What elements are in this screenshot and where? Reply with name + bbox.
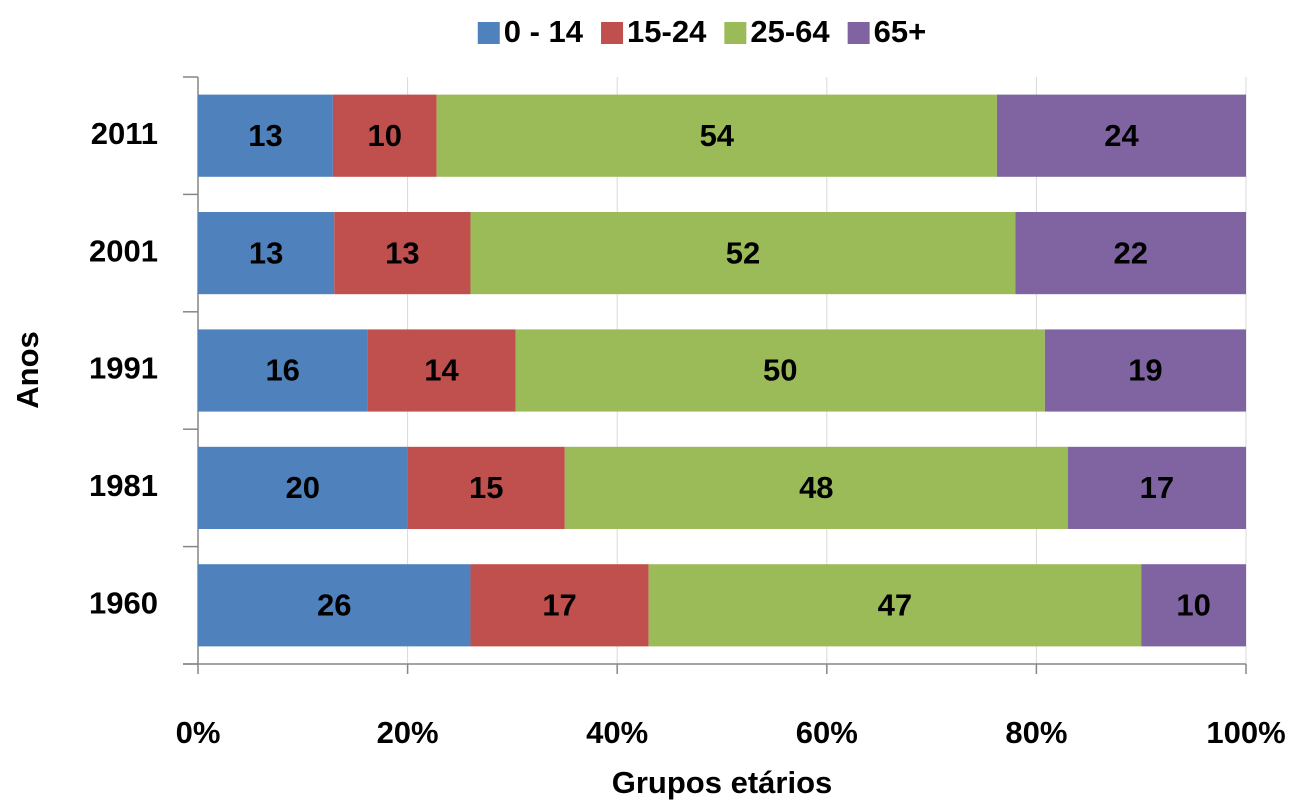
x-tick-label: 60%: [796, 715, 858, 750]
data-label: 54: [700, 118, 735, 153]
bar-segment: [198, 564, 471, 647]
bar-segment: [515, 329, 1045, 412]
bar-segment: [1015, 212, 1246, 295]
bar-segment: [367, 329, 516, 412]
bar-segment: [1044, 329, 1246, 412]
data-label: 10: [1176, 587, 1210, 622]
legend-label: 65+: [874, 14, 927, 49]
data-label: 13: [249, 235, 283, 270]
bar-segment: [198, 446, 408, 529]
bar-segment: [198, 212, 335, 295]
data-label: 17: [542, 587, 576, 622]
data-label: 50: [763, 353, 797, 388]
data-label: 20: [286, 470, 320, 505]
data-label: 15: [469, 470, 503, 505]
x-tick-label: 20%: [377, 715, 439, 750]
y-tick-label: 1981: [89, 468, 158, 503]
x-tick-label: 40%: [586, 715, 648, 750]
data-label: 48: [799, 470, 833, 505]
x-tick-label: 0%: [176, 715, 221, 750]
legend-label: 15-24: [627, 14, 707, 49]
legend-swatch: [477, 22, 500, 44]
bar-segment: [470, 212, 1016, 295]
data-label: 26: [317, 587, 351, 622]
bar-segment: [1067, 446, 1246, 529]
y-tick-label: 2001: [89, 233, 158, 268]
y-tick-label: 1991: [89, 351, 158, 386]
data-label: 13: [248, 118, 282, 153]
data-label: 52: [726, 235, 760, 270]
legend-label: 25-64: [750, 14, 830, 49]
data-label: 17: [1140, 470, 1174, 505]
data-label: 47: [878, 587, 912, 622]
data-label: 24: [1104, 118, 1139, 153]
bar-segment: [334, 212, 471, 295]
data-label: 19: [1128, 353, 1162, 388]
legend-swatch: [724, 22, 747, 44]
bar-segment: [407, 446, 565, 529]
y-tick-label: 1960: [89, 585, 158, 620]
bar-segment: [470, 564, 649, 647]
data-label: 13: [385, 235, 419, 270]
bar-segment: [198, 329, 368, 412]
bar-segment: [648, 564, 1142, 647]
bar-segment: [332, 94, 437, 177]
bar-segment: [436, 94, 997, 177]
data-label: 14: [424, 353, 459, 388]
data-label: 22: [1113, 235, 1147, 270]
legend-swatch: [601, 22, 624, 44]
data-label: 10: [368, 118, 402, 153]
legend-label: 0 - 14: [504, 14, 584, 49]
y-axis-title: Anos: [10, 331, 45, 409]
data-label: 16: [265, 353, 299, 388]
bar-segment: [996, 94, 1246, 177]
legend-swatch: [847, 22, 870, 44]
x-tick-label: 100%: [1206, 715, 1285, 750]
bar-segment: [564, 446, 1068, 529]
y-tick-label: 2011: [91, 116, 158, 151]
x-axis-title: Grupos etários: [612, 765, 833, 800]
bar-segment: [198, 94, 333, 177]
bar-segment: [1141, 564, 1246, 647]
x-tick-label: 80%: [1005, 715, 1067, 750]
